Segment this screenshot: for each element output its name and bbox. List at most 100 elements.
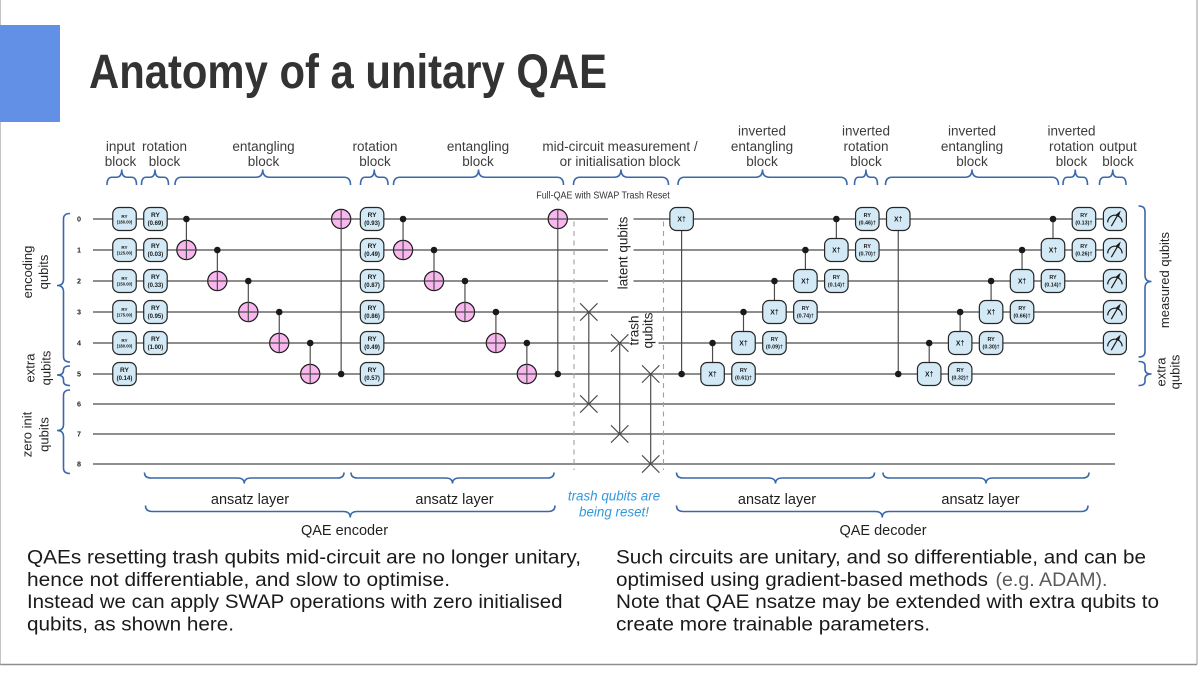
- svg-text:block: block: [1056, 154, 1088, 169]
- svg-text:RY: RY: [151, 305, 161, 312]
- svg-text:(0.95): (0.95): [148, 314, 164, 320]
- svg-text:RY: RY: [121, 245, 127, 250]
- svg-text:(0.49): (0.49): [364, 345, 380, 351]
- svg-text:(0.74)†: (0.74)†: [797, 313, 814, 319]
- svg-text:RY: RY: [368, 274, 378, 281]
- svg-text:(1.00): (1.00): [148, 345, 164, 351]
- svg-text:inverted: inverted: [842, 124, 890, 139]
- svg-text:or initialisation block: or initialisation block: [560, 154, 681, 169]
- svg-text:QAE encoder: QAE encoder: [301, 523, 388, 539]
- svg-text:ansatz layer: ansatz layer: [415, 492, 493, 508]
- svg-text:RY: RY: [368, 336, 378, 343]
- svg-text:Anatomy of a unitary QAE: Anatomy of a unitary QAE: [89, 45, 607, 99]
- svg-text:Note that QAE nsatze may be ex: Note that QAE nsatze may be extended wit…: [616, 592, 1159, 613]
- svg-text:entangling: entangling: [941, 139, 1003, 154]
- svg-text:X†: X†: [1049, 248, 1058, 255]
- svg-text:X†: X†: [739, 341, 748, 348]
- svg-text:RY: RY: [1080, 213, 1088, 219]
- svg-text:qubits, as shown here.: qubits, as shown here.: [27, 615, 234, 636]
- svg-text:measured qubits: measured qubits: [1157, 231, 1172, 328]
- svg-text:encoding: encoding: [20, 246, 35, 299]
- svg-text:ansatz layer: ansatz layer: [211, 492, 289, 508]
- svg-text:(0.26)†: (0.26)†: [1075, 251, 1092, 257]
- svg-text:(0.13)†: (0.13)†: [1075, 220, 1092, 226]
- svg-text:RY: RY: [1080, 244, 1088, 250]
- svg-text:qubits: qubits: [36, 254, 51, 289]
- svg-text:RY: RY: [120, 367, 130, 374]
- svg-text:7: 7: [77, 430, 81, 439]
- svg-text:rotation: rotation: [843, 139, 888, 154]
- svg-text:0: 0: [77, 215, 81, 224]
- svg-text:extra: extra: [1154, 357, 1169, 387]
- svg-text:qubits: qubits: [39, 350, 54, 385]
- svg-text:(0.33): (0.33): [148, 283, 164, 289]
- svg-text:(0.32)†: (0.32)†: [952, 375, 969, 381]
- svg-text:qubits: qubits: [37, 417, 52, 452]
- svg-text:ansatz layer: ansatz layer: [738, 492, 816, 508]
- svg-text:(0.70)†: (0.70)†: [859, 251, 876, 257]
- svg-text:rotation: rotation: [142, 139, 187, 154]
- svg-text:(180.00): (180.00): [117, 344, 133, 349]
- svg-text:(0.14): (0.14): [117, 376, 133, 382]
- svg-text:(0.69): (0.69): [148, 221, 164, 227]
- svg-text:create more trainable paramete: create more trainable parameters.: [616, 615, 930, 636]
- svg-text:output: output: [1099, 139, 1137, 154]
- svg-text:X†: X†: [894, 217, 903, 224]
- svg-text:X†: X†: [987, 310, 996, 317]
- svg-text:(0.61)†: (0.61)†: [735, 375, 752, 381]
- svg-text:5: 5: [77, 370, 81, 379]
- svg-text:mid-circuit measurement /: mid-circuit measurement /: [542, 139, 698, 154]
- svg-text:input: input: [106, 139, 136, 154]
- svg-text:1: 1: [77, 246, 81, 255]
- svg-text:rotation: rotation: [352, 139, 397, 154]
- svg-text:RY: RY: [864, 244, 872, 250]
- svg-text:being reset!: being reset!: [579, 505, 649, 520]
- svg-text:Such circuits are unitary, and: Such circuits are unitary, and so differ…: [616, 548, 1146, 569]
- svg-text:QAEs resetting trash qubits mi: QAEs resetting trash qubits mid-circuit …: [27, 548, 581, 569]
- svg-text:RY: RY: [151, 274, 161, 281]
- svg-text:entangling: entangling: [731, 139, 793, 154]
- svg-text:qubits: qubits: [1168, 354, 1183, 389]
- svg-text:RY: RY: [368, 367, 378, 374]
- svg-text:RY: RY: [864, 213, 872, 219]
- svg-text:block: block: [850, 154, 882, 169]
- svg-text:block: block: [1102, 154, 1134, 169]
- svg-text:block: block: [462, 154, 494, 169]
- svg-text:trash: trash: [627, 315, 642, 345]
- svg-text:X†: X†: [1018, 279, 1027, 286]
- svg-text:block: block: [149, 154, 181, 169]
- svg-text:block: block: [956, 154, 988, 169]
- svg-text:RY: RY: [121, 338, 127, 343]
- svg-text:QAE decoder: QAE decoder: [839, 523, 926, 539]
- svg-text:block: block: [105, 154, 137, 169]
- svg-text:(0.30)†: (0.30)†: [983, 344, 1000, 350]
- svg-text:block: block: [359, 154, 391, 169]
- svg-text:(150.00): (150.00): [117, 282, 133, 287]
- svg-text:RY: RY: [1018, 306, 1026, 312]
- svg-text:3: 3: [77, 308, 81, 317]
- svg-text:RY: RY: [368, 212, 378, 219]
- svg-text:(0.86): (0.86): [364, 314, 380, 320]
- svg-text:zero init: zero init: [20, 411, 35, 457]
- svg-text:(175.00): (175.00): [117, 313, 133, 318]
- svg-text:(125.00): (125.00): [117, 251, 133, 256]
- svg-text:X†: X†: [801, 279, 810, 286]
- svg-text:2: 2: [77, 277, 81, 286]
- svg-text:RY: RY: [833, 275, 841, 281]
- svg-text:entangling: entangling: [232, 139, 294, 154]
- svg-text:8: 8: [77, 460, 81, 469]
- svg-text:inverted: inverted: [1047, 124, 1095, 139]
- svg-text:Full-QAE with SWAP Trash Reset: Full-QAE with SWAP Trash Reset: [536, 191, 670, 202]
- svg-text:(0.46)†: (0.46)†: [859, 220, 876, 226]
- svg-text:latent qubits: latent qubits: [616, 216, 631, 289]
- svg-text:(0.09)†: (0.09)†: [766, 344, 783, 350]
- svg-text:RY: RY: [368, 243, 378, 250]
- svg-text:qubits: qubits: [641, 312, 656, 348]
- svg-text:(180.00): (180.00): [117, 220, 133, 225]
- svg-text:X†: X†: [832, 248, 841, 255]
- svg-text:(0.57): (0.57): [364, 376, 380, 382]
- svg-text:4: 4: [77, 339, 81, 348]
- svg-text:RY: RY: [121, 307, 127, 312]
- svg-text:inverted: inverted: [738, 124, 786, 139]
- svg-text:trash qubits are: trash qubits are: [568, 489, 660, 504]
